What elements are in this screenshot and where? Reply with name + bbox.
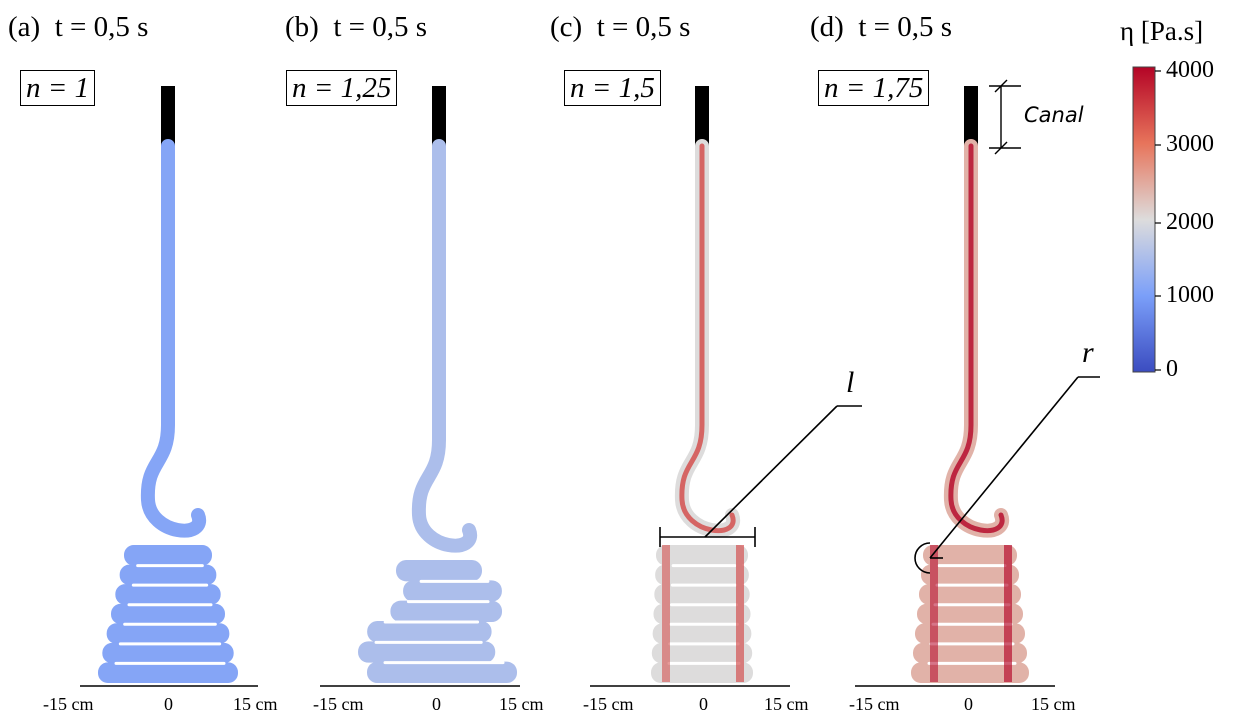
coil-layer — [124, 545, 212, 566]
coil-layer — [656, 545, 748, 566]
colorbar-title: η [Pa.s] — [1120, 16, 1204, 46]
colorbar-tick-0: 0 — [1166, 356, 1178, 382]
panel-c-tick-right: 15 cm — [764, 694, 809, 714]
coil-layer — [911, 662, 1029, 683]
length-annotation — [659, 405, 862, 547]
fluid-stream — [943, 139, 1010, 538]
panel-d-tick-left: -15 cm — [849, 694, 900, 714]
fluid-stream — [140, 139, 207, 538]
coil-layer — [655, 564, 749, 586]
coil-layer — [654, 584, 750, 605]
length-label: l — [846, 366, 855, 399]
channel-annotation — [989, 79, 1021, 155]
coil-layer — [403, 580, 502, 602]
coil-layer — [651, 642, 753, 664]
colorbar-ticks — [1155, 70, 1161, 371]
colorbar-tick-4000: 4000 — [1166, 57, 1214, 83]
colorbar-tick-3000: 3000 — [1166, 131, 1214, 157]
coil-layer — [919, 584, 1021, 605]
radius-label: r — [1082, 336, 1094, 369]
coil-layer — [913, 642, 1027, 664]
coil-layer — [915, 623, 1025, 644]
coil-layer — [367, 621, 492, 643]
panel-b-tick-left: -15 cm — [313, 694, 364, 714]
coil-layer — [119, 564, 217, 586]
coil-layer — [917, 603, 1023, 625]
coil-layer — [98, 662, 238, 683]
nozzle — [964, 86, 978, 146]
panel-d-n-label: n = 1,75 — [818, 70, 930, 106]
nozzle — [432, 86, 446, 146]
fluid-stream — [674, 139, 741, 538]
colorbar-tick-2000: 2000 — [1166, 209, 1214, 235]
viscous-streak — [1004, 545, 1012, 682]
coil-layer — [652, 623, 752, 644]
fluid-stream-edge — [679, 143, 736, 533]
coil-layer — [921, 564, 1019, 586]
panel-d-plot — [855, 86, 1055, 687]
coil-layer — [102, 642, 234, 664]
coil-layer — [390, 600, 503, 622]
viscous-streak — [930, 545, 938, 682]
panel-b-plot — [320, 86, 520, 687]
coil-layer — [111, 603, 225, 625]
panel-d-title: (d) t = 0,5 s — [810, 11, 953, 43]
coil-layer — [367, 661, 518, 683]
coil-layer — [653, 603, 751, 625]
panel-c-tick-left: -15 cm — [583, 694, 634, 714]
coil-layer — [106, 623, 230, 644]
radius-annotation — [914, 376, 1100, 574]
nozzle — [695, 86, 709, 146]
coil-layer — [651, 662, 753, 683]
fluid-stream-edge — [948, 143, 1005, 533]
fluid-stream — [411, 139, 478, 553]
panel-b-n-label: n = 1,25 — [286, 70, 398, 106]
panel-c-n-label: n = 1,5 — [564, 70, 661, 106]
panel-a-n-label: n = 1 — [20, 70, 96, 106]
viscous-streak — [662, 545, 670, 682]
panel-a-tick-left: -15 cm — [43, 694, 94, 714]
colorbar-tick-1000: 1000 — [1166, 282, 1214, 308]
coil-layer — [396, 560, 482, 582]
panel-a-title: (a) t = 0,5 s — [8, 11, 149, 43]
panel-a-tick-right: 15 cm — [233, 694, 278, 714]
panel-c-tick-zero: 0 — [699, 694, 708, 714]
nozzle — [161, 86, 175, 146]
coil-layer — [358, 641, 496, 663]
panel-b-tick-right: 15 cm — [499, 694, 544, 714]
panel-a-plot — [80, 86, 258, 687]
panel-c-plot — [590, 86, 790, 687]
panel-d-tick-right: 15 cm — [1031, 694, 1076, 714]
panel-b-tick-zero: 0 — [432, 694, 441, 714]
panel-c-title: (c) t = 0,5 s — [550, 11, 691, 43]
coil-layer — [115, 584, 221, 605]
coil-layer — [923, 545, 1017, 566]
panel-a-tick-zero: 0 — [164, 694, 173, 714]
viscous-streak — [736, 545, 744, 682]
panel-b-title: (b) t = 0,5 s — [285, 11, 428, 43]
channel-label: Canal — [1024, 103, 1084, 127]
panel-d-tick-zero: 0 — [964, 694, 973, 714]
colorbar — [1132, 66, 1156, 373]
